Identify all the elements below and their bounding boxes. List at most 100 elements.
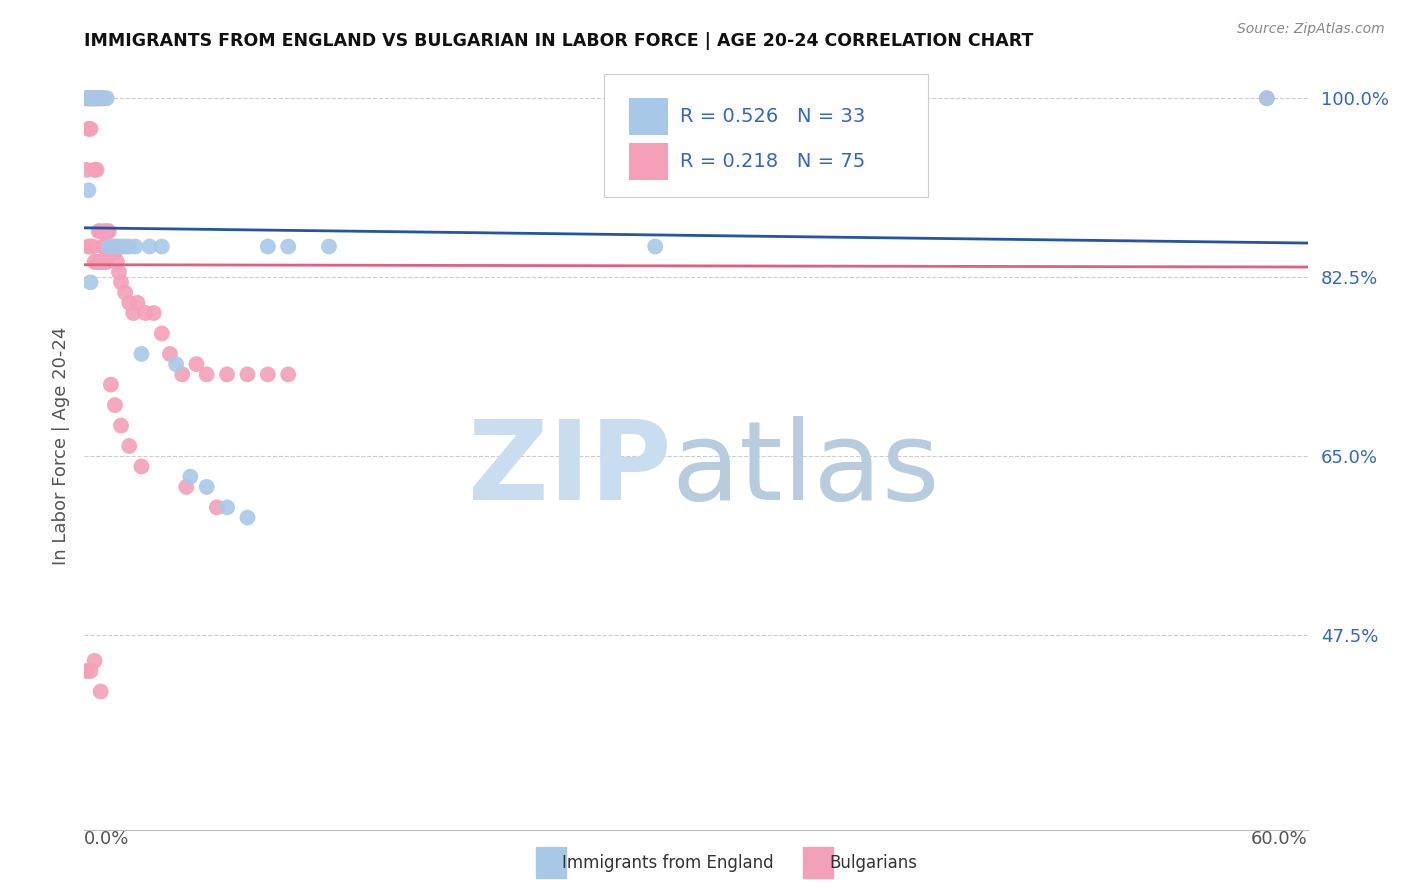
Point [87, 91, 110, 105]
Point [101, 239, 124, 253]
Point [97, 239, 120, 253]
Point [83, 255, 105, 269]
Text: Source: ZipAtlas.com: Source: ZipAtlas.com [1237, 22, 1385, 37]
Point [86, 91, 108, 105]
Point [90, 255, 112, 269]
Point [77, 183, 100, 197]
Point [100, 377, 122, 392]
Point [79, 276, 101, 290]
Point [195, 480, 218, 494]
Point [82, 91, 104, 105]
Point [110, 276, 132, 290]
Point [104, 244, 127, 259]
Point [318, 239, 340, 253]
FancyBboxPatch shape [605, 74, 928, 197]
Point [83, 162, 105, 177]
Point [86, 162, 108, 177]
Point [86, 91, 108, 105]
Point [118, 295, 141, 310]
Point [83, 91, 105, 105]
Point [86, 91, 108, 105]
Point [91, 91, 114, 105]
Point [122, 306, 145, 320]
Point [150, 239, 173, 253]
Text: 60.0%: 60.0% [1251, 830, 1308, 847]
Point [150, 326, 173, 341]
Point [77, 91, 100, 105]
Point [127, 295, 149, 310]
Text: R = 0.218   N = 75: R = 0.218 N = 75 [681, 152, 865, 171]
Point [75, 91, 97, 105]
Point [83, 91, 105, 105]
Point [77, 122, 100, 136]
Point [96, 255, 118, 269]
FancyBboxPatch shape [628, 98, 668, 136]
Point [91, 91, 114, 105]
Point [75, 664, 97, 678]
Point [93, 255, 115, 269]
Point [142, 306, 165, 320]
Point [83, 91, 105, 105]
Point [217, 368, 239, 382]
Point [110, 418, 132, 433]
Point [90, 91, 112, 105]
Text: Bulgarians: Bulgarians [830, 855, 918, 872]
Point [236, 368, 259, 382]
Text: atlas: atlas [672, 416, 941, 523]
Point [114, 239, 136, 253]
Point [83, 654, 105, 668]
Point [131, 347, 153, 361]
Point [93, 91, 115, 105]
Point [97, 224, 120, 238]
Point [79, 664, 101, 678]
Point [186, 357, 208, 371]
Point [257, 368, 280, 382]
Point [277, 239, 299, 253]
Point [96, 224, 118, 238]
Point [75, 162, 97, 177]
Text: 0.0%: 0.0% [84, 830, 129, 847]
Point [1256, 91, 1278, 105]
Point [195, 368, 218, 382]
Point [79, 91, 101, 105]
Point [77, 91, 100, 105]
Point [104, 398, 127, 412]
Point [165, 357, 187, 371]
Point [172, 368, 194, 382]
Point [217, 500, 239, 515]
Point [114, 285, 136, 300]
FancyBboxPatch shape [628, 143, 668, 180]
Text: R = 0.526   N = 33: R = 0.526 N = 33 [681, 107, 865, 127]
Point [79, 122, 101, 136]
Text: ZIP: ZIP [468, 416, 672, 523]
Point [82, 91, 104, 105]
Point [644, 239, 666, 253]
Point [82, 91, 104, 105]
Point [236, 510, 259, 524]
Point [79, 239, 101, 253]
Point [118, 239, 141, 253]
Point [131, 459, 153, 474]
Point [87, 91, 110, 105]
Point [138, 239, 160, 253]
Point [75, 91, 97, 105]
Point [124, 239, 146, 253]
Point [91, 239, 114, 253]
Point [257, 239, 280, 253]
Point [105, 239, 128, 253]
Point [179, 469, 201, 483]
Point [135, 306, 157, 320]
Point [110, 239, 132, 253]
Point [79, 91, 101, 105]
Point [83, 91, 105, 105]
Point [93, 224, 115, 238]
Point [87, 91, 110, 105]
Point [90, 684, 112, 698]
Text: Immigrants from England: Immigrants from England [562, 855, 775, 872]
Point [118, 439, 141, 453]
Point [77, 91, 100, 105]
Point [101, 239, 124, 253]
Point [100, 239, 122, 253]
Point [108, 265, 131, 279]
Point [1256, 91, 1278, 105]
